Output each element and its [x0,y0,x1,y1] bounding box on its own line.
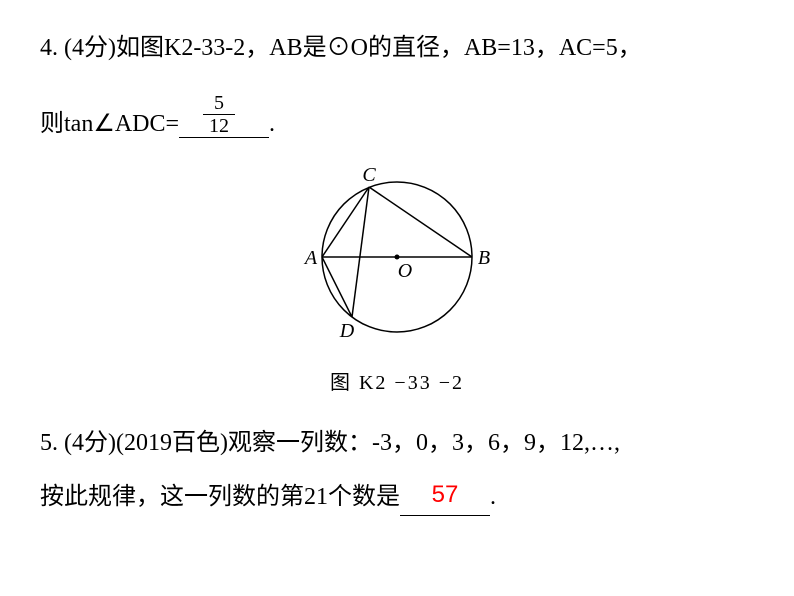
q5-period: . [490,479,496,515]
q5-line1: 5. (4分)(2019百色)观察一列数：-3，0，3，6，9，12,…, [40,425,754,461]
q4-fraction: 5 12 [203,92,235,137]
q5-blank: 57 [400,479,490,516]
q5-answer: 57 [432,481,459,508]
figure-area: C A B O D 图 K2 −33 −2 [40,157,754,395]
line-cb [369,187,472,257]
label-a: A [303,247,318,269]
q4-blank: 5 12 [179,110,269,138]
q4-line1: 4. (4分)如图K2-33-2，AB是⊙O的直径，AB=13，AC=5， [40,30,754,66]
line-ad [322,257,352,317]
q4-line2: 则tan∠ADC= 5 12 . [40,106,754,142]
q5-line2-prefix: 按此规律，这一列数的第21个数是 [40,479,400,515]
q4-period: . [269,106,275,142]
center-dot [395,255,400,260]
circle-diagram: C A B O D [277,157,517,357]
figure-caption: 图 K2 −33 −2 [40,366,754,395]
line-cd [352,187,369,317]
label-o: O [398,260,412,282]
q5-line2: 按此规律，这一列数的第21个数是 57 . [40,479,754,516]
label-b: B [478,247,490,269]
q4-line2-prefix: 则tan∠ADC= [40,106,179,142]
frac-numerator: 5 [203,92,235,115]
label-d: D [339,320,355,342]
frac-denominator: 12 [203,115,235,137]
label-c: C [362,164,376,186]
